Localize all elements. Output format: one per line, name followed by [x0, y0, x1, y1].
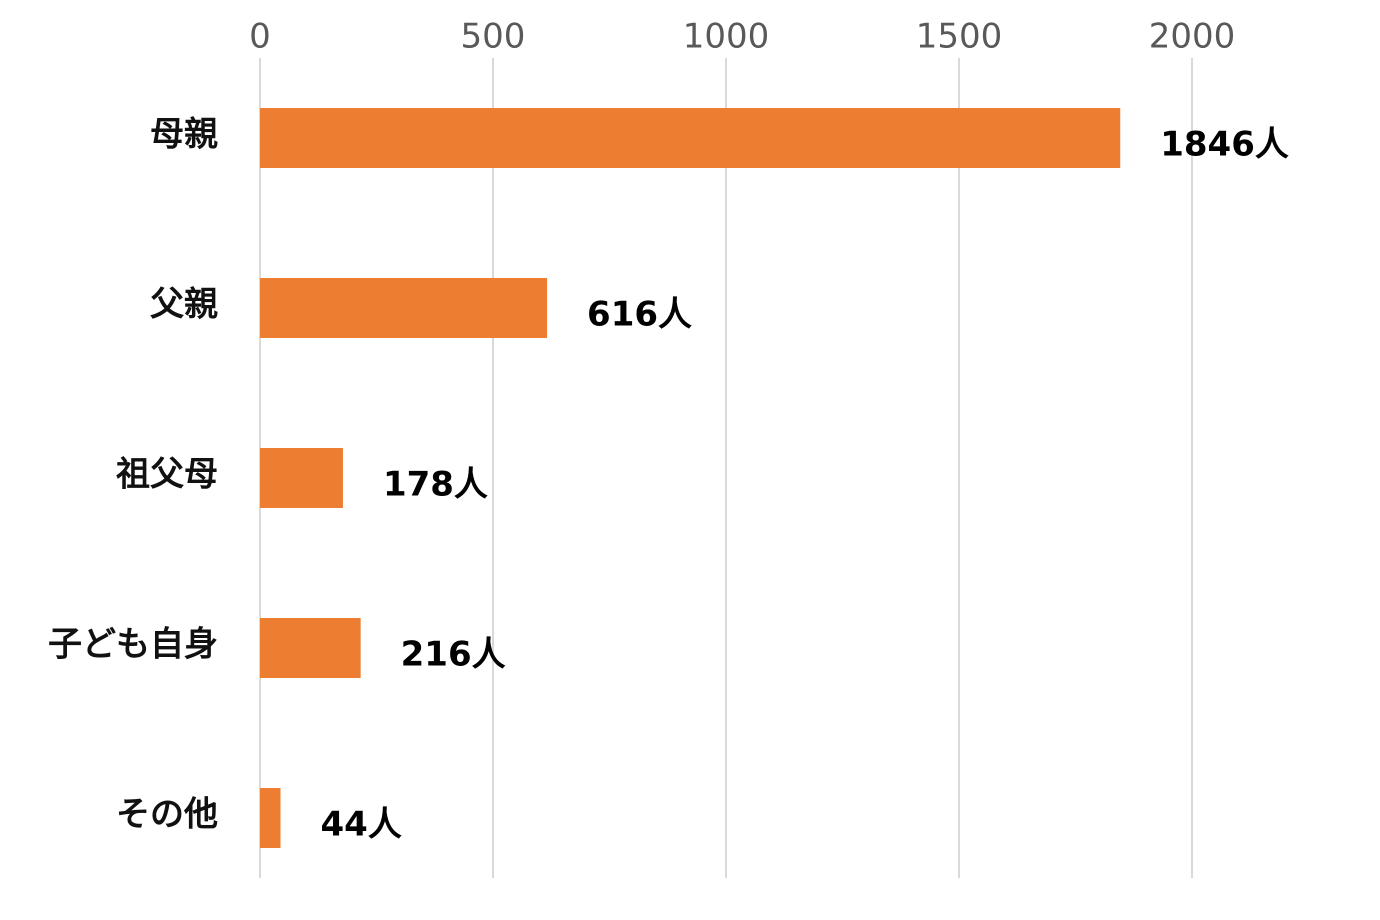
- y-tick-label: その他: [116, 795, 218, 835]
- bar: [260, 448, 343, 508]
- bar: [260, 108, 1121, 168]
- y-tick-label: 父親: [150, 285, 218, 325]
- x-tick-label: 0: [249, 17, 271, 57]
- bar: [260, 618, 361, 678]
- bar: [260, 278, 548, 338]
- x-tick-label: 1500: [916, 17, 1003, 57]
- value-label: 1846人: [1160, 125, 1289, 165]
- bar: [260, 788, 281, 848]
- value-label: 44人: [321, 805, 402, 845]
- x-tick-label: 1000: [683, 17, 770, 57]
- value-label: 178人: [383, 465, 488, 505]
- y-tick-label: 祖父母: [116, 455, 218, 495]
- y-tick-label: 母親: [150, 115, 218, 155]
- y-tick-label: 子ども自身: [48, 625, 218, 665]
- x-tick-label: 500: [461, 17, 526, 57]
- value-label: 216人: [401, 635, 506, 675]
- value-label: 616人: [587, 295, 692, 335]
- x-tick-label: 2000: [1149, 17, 1236, 57]
